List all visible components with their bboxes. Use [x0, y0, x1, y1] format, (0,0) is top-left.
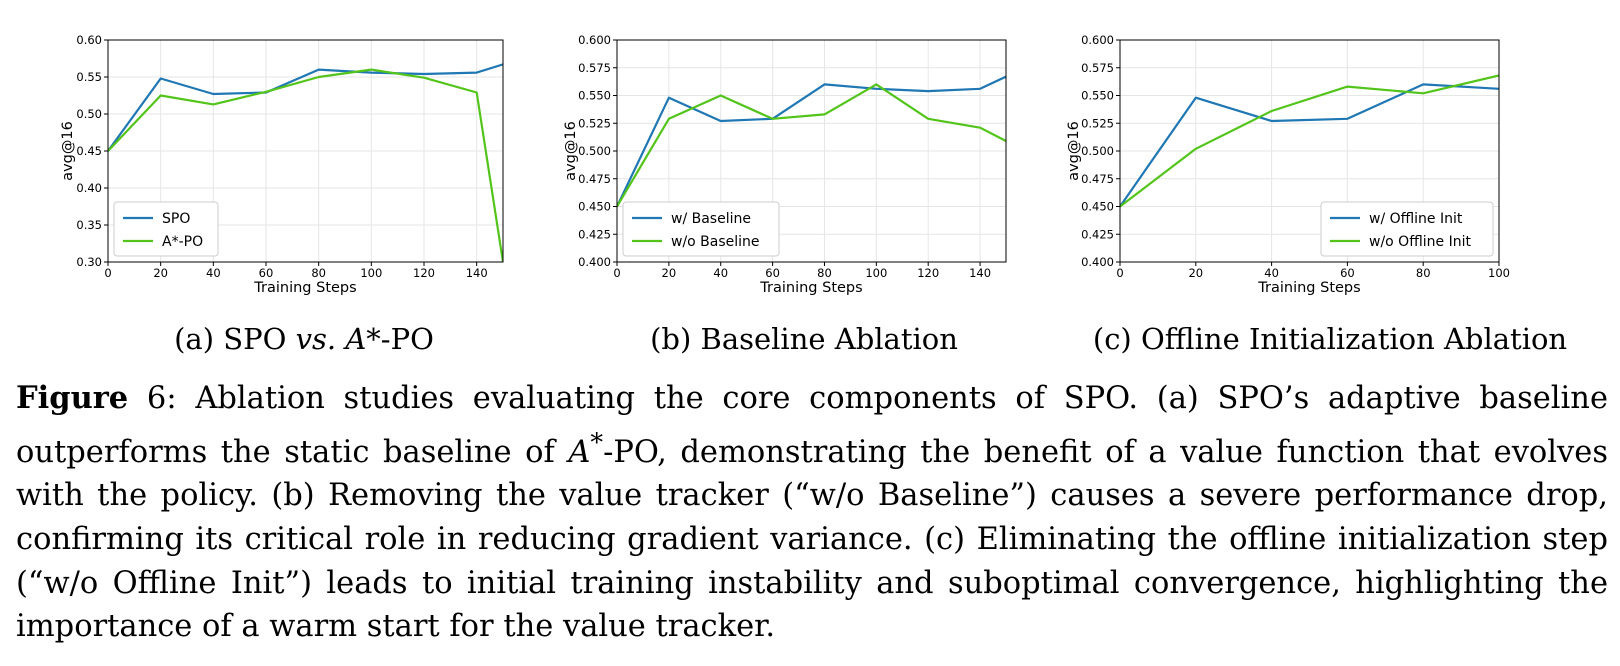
- series-line-2: [1120, 74, 1499, 208]
- chart-1: 0.30 0.35 0.40 0.45 0.50 0.55 0.60 0 20 40 60 80 100…: [60, 33, 504, 296]
- y-tick-label: 0.475: [578, 172, 611, 186]
- series-line-1: [617, 75, 1006, 207]
- x-tick-label: 40: [206, 266, 221, 280]
- x-tick-label: 80: [1416, 266, 1431, 280]
- y-tick-label: 0.50: [76, 107, 102, 121]
- x-tick-label: 80: [311, 266, 326, 280]
- y-tick-label: 0.500: [578, 144, 611, 158]
- x-tick-label: 20: [153, 266, 168, 280]
- figure-charts: 0.300.350.400.450.500.550.600 20 40 60 80 100…: [60, 33, 1510, 296]
- y-tick-label: 0.30: [76, 255, 102, 269]
- series-line-1: [108, 63, 503, 152]
- legend-box: [113, 201, 219, 257]
- y-tick-label: 0.425: [578, 227, 611, 241]
- x-tick-label: 100: [865, 266, 887, 280]
- x-tick-label: 80: [817, 266, 832, 280]
- y-tick-label: 0.600: [1081, 33, 1114, 47]
- caption-label: Figure: [16, 380, 129, 416]
- x-tick-label: 100: [360, 266, 382, 280]
- subcaption-b: (b) Baseline Ablation: [650, 322, 958, 356]
- y-tick-label: 0.525: [578, 116, 611, 130]
- x-tick-label: 40: [1264, 266, 1279, 280]
- x-axis-label: Training Steps: [1257, 280, 1360, 296]
- y-tick-label: 0.525: [1081, 116, 1114, 130]
- x-tick-label: 120: [917, 266, 939, 280]
- chart-2: 0.400 0.425 0.450 0.475 0.500 0.525 0.550 0.575…: [563, 33, 1007, 296]
- x-tick-label: 20: [662, 266, 677, 280]
- legend-label-2: w/o Offline Init: [1369, 234, 1471, 250]
- series-line-1: [1120, 83, 1499, 208]
- y-tick-label: 0.500: [1081, 144, 1114, 158]
- legend-label-1: w/ Baseline: [671, 211, 751, 227]
- y-tick-label: 0.550: [1081, 89, 1114, 103]
- y-tick-label: 0.575: [578, 61, 611, 75]
- chart-3: 0.400 0.425 0.450 0.475 0.500 0.525 0.550 0.575…: [1066, 33, 1510, 296]
- legend: w/ Baseline w/o Baseline: [622, 201, 780, 257]
- y-tick-label: 0.425: [1081, 227, 1114, 241]
- y-tick-label: 0.60: [76, 33, 102, 47]
- subcaption-a: (a) SPO vs. A*-PO: [174, 322, 434, 356]
- legend-label-2: w/o Baseline: [671, 234, 760, 250]
- y-tick-label: 0.575: [1081, 61, 1114, 75]
- y-tick-label: 0.400: [1081, 255, 1114, 269]
- x-axis-label: Training Steps: [253, 280, 356, 296]
- y-axis-label: avg@16: [1066, 121, 1082, 181]
- y-tick-label: 0.55: [76, 70, 102, 84]
- series-line-2: [617, 83, 1006, 208]
- y-axis-label: avg@16: [60, 121, 76, 181]
- y-tick-label: 0.45: [76, 144, 102, 158]
- x-tick-label: 120: [413, 266, 435, 280]
- x-tick-label: 0: [613, 266, 620, 280]
- legend: SPO A*-PO: [113, 201, 219, 257]
- legend-box: [622, 201, 780, 257]
- subcaption-c: (c) Offline Initialization Ablation: [1092, 322, 1568, 356]
- x-axis-label: Training Steps: [759, 280, 862, 296]
- x-tick-label: 0: [1116, 266, 1123, 280]
- legend-label-2: A*-PO: [162, 234, 203, 250]
- x-tick-label: 140: [969, 266, 991, 280]
- x-tick-label: 60: [259, 266, 274, 280]
- legend-label-1: SPO: [162, 211, 190, 227]
- y-tick-label: 0.35: [76, 218, 102, 232]
- legend-label-1: w/ Offline Init: [1369, 211, 1463, 227]
- y-axis-label: avg@16: [563, 121, 579, 181]
- series-line-2: [108, 68, 503, 263]
- y-tick-label: 0.40: [76, 181, 102, 195]
- x-tick-label: 40: [713, 266, 728, 280]
- y-tick-label: 0.450: [1081, 200, 1114, 214]
- figure-caption: Figure 6: Ablation studies evaluating th…: [16, 380, 1608, 645]
- caption-number: 6: [128, 381, 167, 416]
- x-tick-label: 60: [1340, 266, 1355, 280]
- legend: w/ Offline Init w/o Offline Init: [1320, 201, 1494, 257]
- x-tick-label: 100: [1488, 266, 1510, 280]
- y-tick-label: 0.475: [1081, 172, 1114, 186]
- x-tick-label: 0: [104, 266, 111, 280]
- y-tick-label: 0.600: [578, 33, 611, 47]
- legend-box: [1320, 201, 1494, 257]
- x-tick-label: 20: [1188, 266, 1203, 280]
- x-tick-label: 140: [466, 266, 488, 280]
- x-tick-label: 60: [765, 266, 780, 280]
- y-tick-label: 0.400: [578, 255, 611, 269]
- y-tick-label: 0.550: [578, 89, 611, 103]
- y-tick-label: 0.450: [578, 200, 611, 214]
